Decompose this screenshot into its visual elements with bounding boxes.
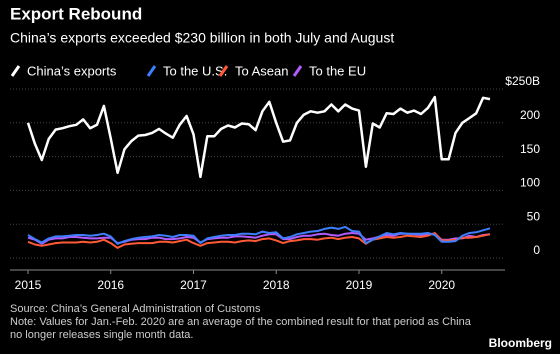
chart-subtitle: China’s exports exceeded $230 billion in… <box>10 30 394 46</box>
series-line <box>26 95 491 179</box>
series-line <box>27 232 491 249</box>
x-tick-label: 2015 <box>15 278 42 292</box>
legend-swatch <box>292 65 303 77</box>
source: Source: China’s General Administration o… <box>10 303 261 315</box>
series-line <box>27 225 491 245</box>
chart: Export Rebound China’s exports exceeded … <box>10 4 541 292</box>
legend-label: To the EU <box>309 63 366 78</box>
legend-swatch <box>146 65 157 77</box>
brand: Bloomberg <box>488 336 552 350</box>
y-tick-label: 150 <box>520 142 540 156</box>
x-tick-label: 2019 <box>346 278 373 292</box>
y-tick-label: $250B <box>505 74 540 88</box>
x-tick-label: 2017 <box>180 278 207 292</box>
legend-label: China’s exports <box>27 63 117 78</box>
note: Note: Values for Jan.-Feb. 2020 are an a… <box>10 316 471 341</box>
x-tick-label: 2018 <box>263 278 290 292</box>
legend-label: To Asean <box>235 63 289 78</box>
y-tick-label: 100 <box>520 176 540 190</box>
legend-swatch <box>218 65 229 77</box>
y-tick-label: 0 <box>533 243 540 257</box>
y-tick-label: 200 <box>520 108 540 122</box>
legend-label: To the U.S. <box>163 63 227 78</box>
chart-title: Export Rebound <box>10 4 142 23</box>
x-tick-label: 2020 <box>428 278 455 292</box>
y-tick-label: 50 <box>527 209 541 223</box>
legend-swatch <box>10 65 21 77</box>
x-tick-label: 2016 <box>97 278 124 292</box>
footer: Source: China’s General Administration o… <box>10 303 480 342</box>
